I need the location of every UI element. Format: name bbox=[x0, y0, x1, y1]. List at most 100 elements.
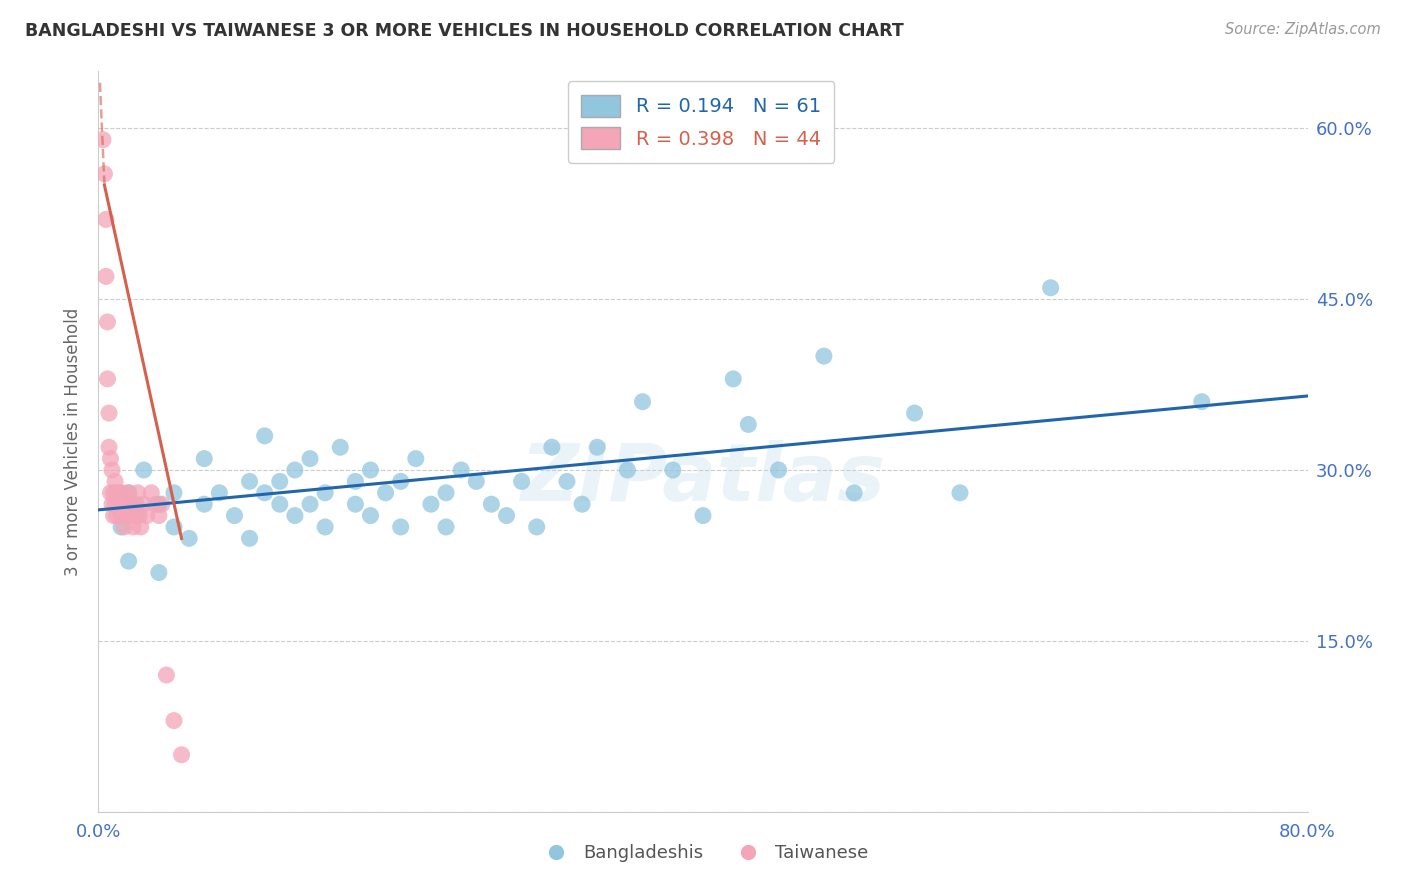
Point bbox=[844, 485, 866, 500]
Point bbox=[314, 485, 336, 500]
Point bbox=[344, 497, 367, 511]
Point bbox=[555, 475, 578, 489]
Point bbox=[495, 508, 517, 523]
Point bbox=[120, 508, 142, 523]
Point bbox=[253, 429, 276, 443]
Point bbox=[145, 497, 167, 511]
Point bbox=[284, 463, 307, 477]
Point bbox=[904, 406, 927, 420]
Point bbox=[170, 747, 193, 762]
Point bbox=[616, 463, 638, 477]
Point bbox=[420, 497, 443, 511]
Point bbox=[108, 485, 131, 500]
Point bbox=[148, 566, 170, 580]
Point bbox=[389, 475, 412, 489]
Point bbox=[125, 497, 148, 511]
Point bbox=[344, 475, 367, 489]
Point bbox=[128, 508, 150, 523]
Point bbox=[103, 485, 125, 500]
Point bbox=[193, 497, 215, 511]
Point bbox=[105, 485, 128, 500]
Point bbox=[299, 497, 322, 511]
Point bbox=[148, 508, 170, 523]
Point bbox=[96, 315, 118, 329]
Point bbox=[179, 532, 201, 546]
Point bbox=[434, 520, 457, 534]
Point bbox=[374, 485, 396, 500]
Point bbox=[526, 520, 548, 534]
Point bbox=[284, 508, 307, 523]
Point bbox=[124, 497, 146, 511]
Point bbox=[118, 554, 141, 568]
Text: ZIPatlas: ZIPatlas bbox=[520, 440, 886, 517]
Point bbox=[329, 440, 352, 454]
Point bbox=[135, 508, 157, 523]
Point bbox=[104, 475, 127, 489]
Point bbox=[96, 372, 118, 386]
Point bbox=[121, 497, 143, 511]
Point bbox=[129, 520, 152, 534]
Point bbox=[1039, 281, 1062, 295]
Point bbox=[163, 520, 186, 534]
Point bbox=[150, 497, 173, 511]
Point bbox=[132, 463, 155, 477]
Point bbox=[94, 212, 117, 227]
Point bbox=[110, 520, 132, 534]
Point bbox=[100, 451, 122, 466]
Y-axis label: 3 or more Vehicles in Household: 3 or more Vehicles in Household bbox=[65, 308, 83, 575]
Point bbox=[465, 475, 488, 489]
Point bbox=[114, 497, 136, 511]
Point bbox=[100, 485, 122, 500]
Point bbox=[111, 497, 134, 511]
Point bbox=[1191, 394, 1213, 409]
Point bbox=[118, 485, 141, 500]
Point bbox=[155, 668, 177, 682]
Point bbox=[224, 508, 246, 523]
Point bbox=[269, 475, 291, 489]
Point bbox=[631, 394, 654, 409]
Point bbox=[94, 269, 117, 284]
Point bbox=[104, 497, 127, 511]
Point bbox=[93, 167, 115, 181]
Point bbox=[510, 475, 533, 489]
Point bbox=[813, 349, 835, 363]
Point bbox=[405, 451, 427, 466]
Point bbox=[110, 508, 132, 523]
Point bbox=[125, 508, 148, 523]
Point bbox=[450, 463, 472, 477]
Point bbox=[118, 485, 141, 500]
Point bbox=[692, 508, 714, 523]
Text: Source: ZipAtlas.com: Source: ZipAtlas.com bbox=[1225, 22, 1381, 37]
Point bbox=[163, 485, 186, 500]
Point bbox=[141, 485, 163, 500]
Point bbox=[163, 714, 186, 728]
Point bbox=[127, 485, 149, 500]
Text: BANGLADESHI VS TAIWANESE 3 OR MORE VEHICLES IN HOUSEHOLD CORRELATION CHART: BANGLADESHI VS TAIWANESE 3 OR MORE VEHIC… bbox=[25, 22, 904, 40]
Point bbox=[434, 485, 457, 500]
Point bbox=[122, 520, 145, 534]
Point bbox=[98, 440, 121, 454]
Point bbox=[107, 497, 129, 511]
Point bbox=[112, 520, 135, 534]
Point bbox=[91, 133, 114, 147]
Point bbox=[481, 497, 503, 511]
Point bbox=[239, 475, 262, 489]
Point bbox=[389, 520, 412, 534]
Point bbox=[101, 463, 124, 477]
Point bbox=[115, 508, 138, 523]
Point bbox=[103, 508, 125, 523]
Point bbox=[299, 451, 322, 466]
Point bbox=[132, 497, 155, 511]
Point bbox=[949, 485, 972, 500]
Point bbox=[253, 485, 276, 500]
Point bbox=[540, 440, 562, 454]
Point bbox=[208, 485, 231, 500]
Point bbox=[360, 508, 382, 523]
Point bbox=[111, 485, 134, 500]
Point bbox=[723, 372, 745, 386]
Point bbox=[571, 497, 593, 511]
Point bbox=[148, 497, 170, 511]
Point bbox=[193, 451, 215, 466]
Point bbox=[737, 417, 759, 432]
Point bbox=[98, 406, 121, 420]
